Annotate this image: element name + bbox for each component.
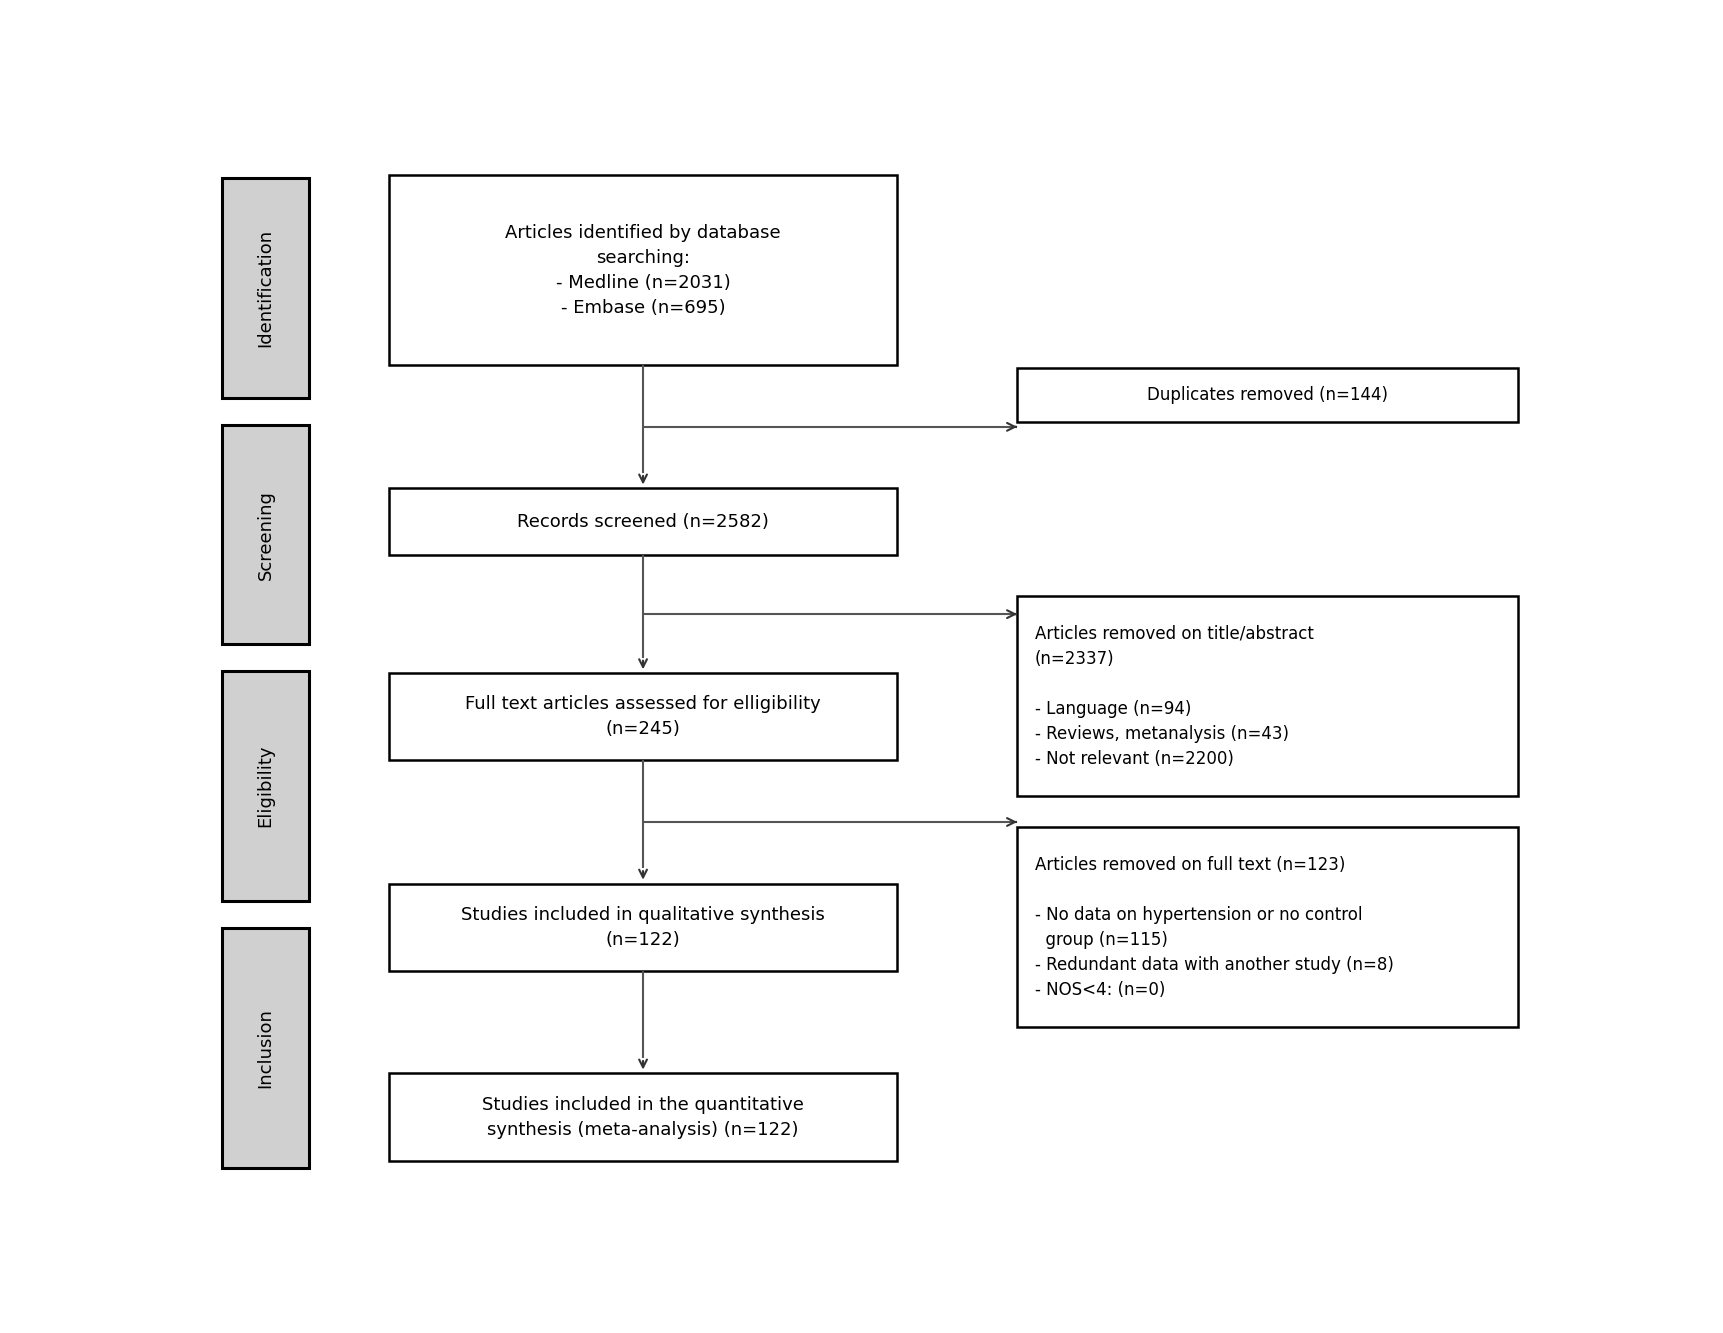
Text: Records screened (n=2582): Records screened (n=2582): [517, 513, 768, 531]
Bar: [222, 425, 308, 644]
Bar: [389, 1073, 896, 1161]
Bar: [389, 488, 896, 555]
Bar: [389, 176, 896, 365]
Text: Identification: Identification: [257, 229, 274, 348]
Text: Eligibility: Eligibility: [257, 745, 274, 828]
Text: Full text articles assessed for elligibility
(n=245): Full text articles assessed for elligibi…: [465, 696, 820, 738]
Bar: [1017, 596, 1518, 796]
Text: Screening: Screening: [257, 489, 274, 580]
Bar: [389, 884, 896, 970]
Text: Articles removed on full text (n=123)

- No data on hypertension or no control
 : Articles removed on full text (n=123) - …: [1034, 856, 1392, 998]
Bar: [222, 670, 308, 901]
Bar: [1017, 826, 1518, 1028]
Text: Articles removed on title/abstract
(n=2337)

- Language (n=94)
- Reviews, metana: Articles removed on title/abstract (n=23…: [1034, 625, 1313, 768]
Bar: [1017, 368, 1518, 421]
Text: Studies included in qualitative synthesis
(n=122): Studies included in qualitative synthesi…: [460, 905, 825, 949]
Text: Articles identified by database
searching:
- Medline (n=2031)
- Embase (n=695): Articles identified by database searchin…: [505, 224, 781, 317]
Bar: [389, 673, 896, 760]
Text: Inclusion: Inclusion: [257, 1008, 274, 1088]
Bar: [222, 179, 308, 399]
Text: Studies included in the quantitative
synthesis (meta-analysis) (n=122): Studies included in the quantitative syn…: [482, 1096, 803, 1138]
Text: Duplicates removed (n=144): Duplicates removed (n=144): [1146, 387, 1387, 404]
Bar: [222, 928, 308, 1168]
